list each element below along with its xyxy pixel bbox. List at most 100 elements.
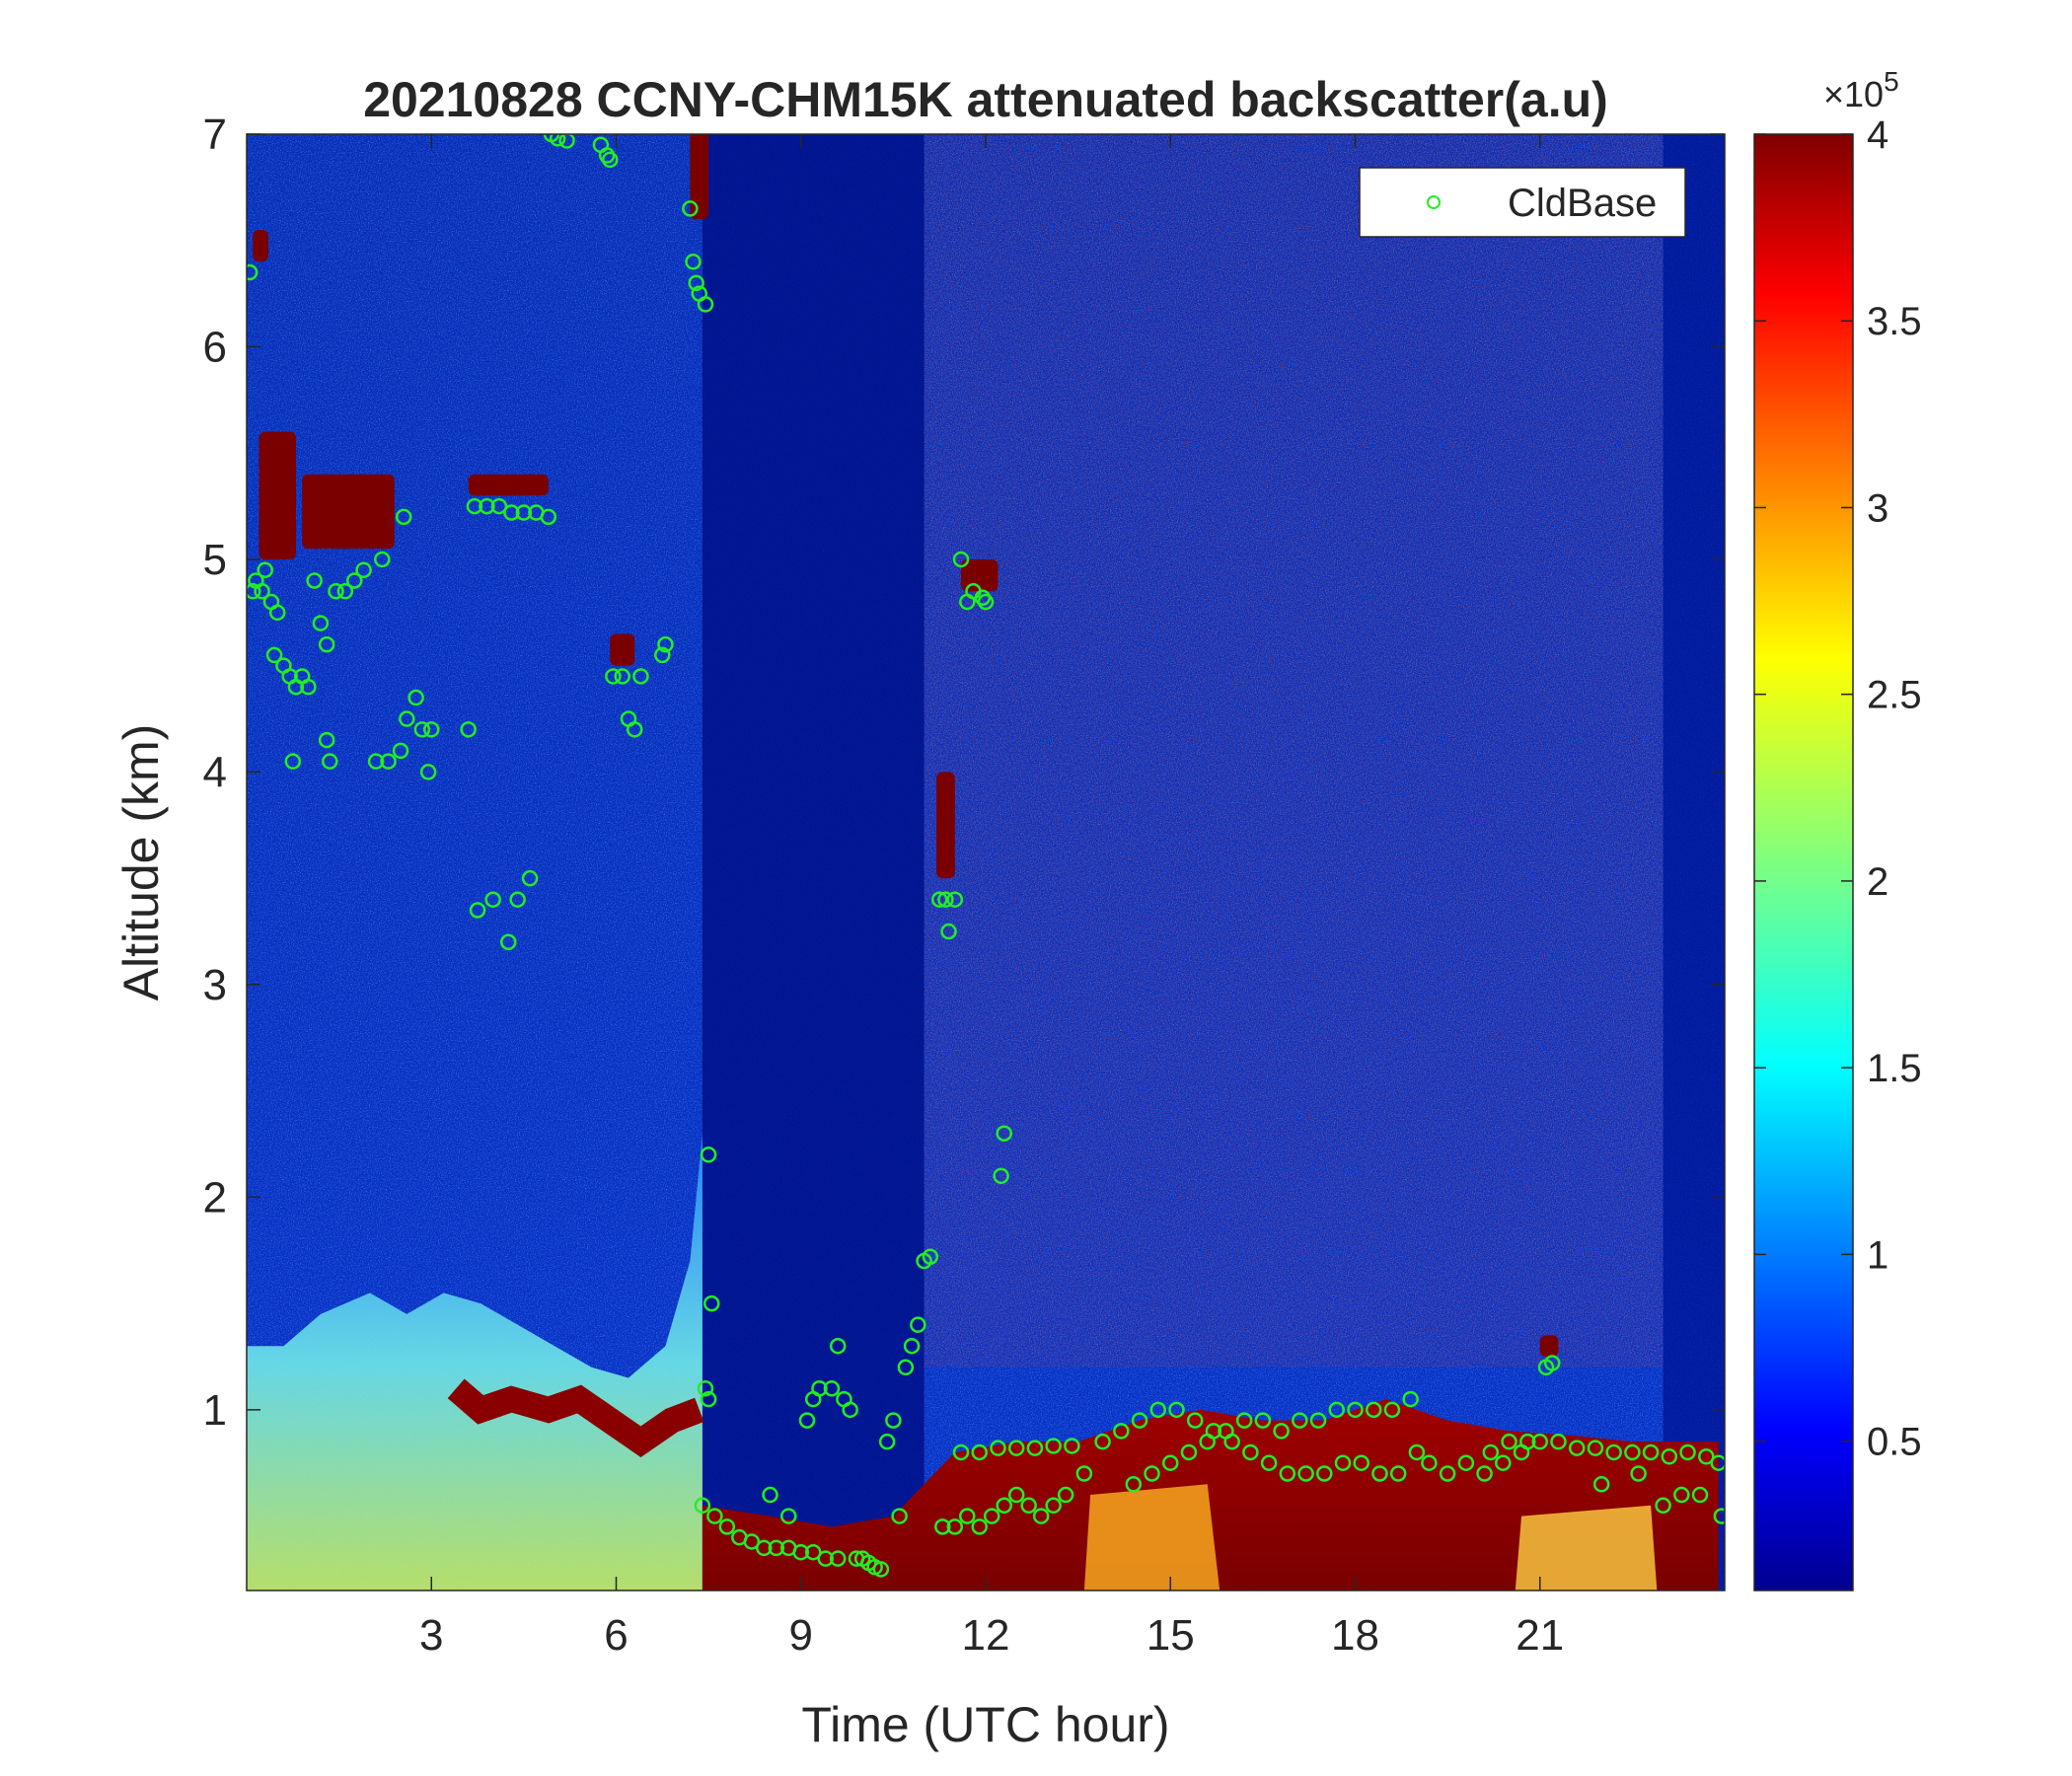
cldbase-point bbox=[798, 1412, 816, 1429]
cldbase-point bbox=[1131, 1412, 1148, 1429]
cldbase-point bbox=[1279, 1465, 1296, 1482]
cldbase-point bbox=[345, 572, 363, 589]
upper-cloud-patches bbox=[253, 134, 1559, 1357]
colorbar-exponent-power: 5 bbox=[1884, 66, 1899, 97]
cldbase-point bbox=[1371, 1465, 1388, 1482]
cldbase-point bbox=[1495, 1454, 1512, 1471]
cldbase-point bbox=[885, 1412, 902, 1429]
cldbase-point bbox=[1057, 1486, 1074, 1504]
cldbase-point bbox=[469, 902, 486, 919]
cldbase-point bbox=[466, 497, 483, 515]
cldbase-point bbox=[700, 1390, 717, 1408]
x-tick-label: 18 bbox=[1331, 1611, 1379, 1660]
cldbase-point bbox=[1691, 1486, 1709, 1504]
cldbase-point bbox=[318, 635, 335, 653]
cloud-patch bbox=[253, 229, 268, 262]
cloud-patch bbox=[961, 558, 999, 592]
colorbar-tick-label: 3.5 bbox=[1867, 300, 1922, 343]
cldbase-point bbox=[336, 583, 354, 600]
cldbase-point bbox=[1316, 1465, 1333, 1482]
colorbar-exponent: ×105 bbox=[1823, 66, 1899, 114]
chart-title: 20210828 CCNY-CHM15K attenuated backscat… bbox=[363, 72, 1608, 127]
cldbase-point bbox=[1007, 1440, 1025, 1456]
cloud-patch bbox=[936, 772, 955, 879]
colorbar-exponent-base: ×10 bbox=[1823, 74, 1884, 114]
cldbase-point bbox=[1218, 1423, 1234, 1440]
cldbase-point bbox=[811, 1380, 828, 1397]
cldbase-point bbox=[1144, 1465, 1160, 1482]
cldbase-point bbox=[1661, 1448, 1678, 1465]
cldbase-point bbox=[768, 1539, 785, 1557]
x-tick-label: 12 bbox=[962, 1611, 1010, 1660]
cldbase-point bbox=[602, 151, 619, 169]
cldbase-point bbox=[1630, 1465, 1647, 1482]
cldbase-point bbox=[460, 721, 477, 738]
y-tick-label: 1 bbox=[203, 1386, 227, 1435]
cldbase-point bbox=[930, 891, 948, 908]
cldbase-point bbox=[823, 1380, 841, 1397]
y-axis: 1 2 3 4 5 6 7 bbox=[203, 111, 1725, 1435]
cldbase-point bbox=[1347, 1401, 1364, 1419]
cldbase-point bbox=[1408, 1443, 1426, 1461]
clear-air-band bbox=[702, 134, 925, 1591]
cldbase-point bbox=[247, 583, 261, 600]
cldbase-point bbox=[1673, 1486, 1690, 1504]
cldbase-point bbox=[891, 1508, 908, 1524]
cldbase-point bbox=[1550, 1433, 1567, 1450]
cldbase-point bbox=[322, 753, 338, 770]
cldbase-point bbox=[1045, 1497, 1062, 1515]
x-tick-label: 21 bbox=[1516, 1611, 1564, 1660]
cloud-patch bbox=[468, 474, 549, 496]
cldbase-point bbox=[605, 668, 622, 685]
cldbase-point bbox=[903, 1337, 921, 1355]
cldbase-point bbox=[977, 593, 995, 611]
cldbase-point bbox=[1045, 1438, 1062, 1454]
cloud-patch bbox=[259, 431, 296, 559]
cldbase-point bbox=[1421, 1454, 1438, 1471]
cldbase-point bbox=[654, 646, 671, 664]
cldbase-point bbox=[1094, 1433, 1111, 1450]
legend-marker-cldbase bbox=[1427, 195, 1441, 209]
cldbase-point bbox=[1383, 1401, 1401, 1419]
low-cloud-core bbox=[1083, 1484, 1221, 1591]
legend-box bbox=[1359, 167, 1686, 238]
cldbase-point bbox=[952, 551, 970, 568]
cldbase-point bbox=[817, 1550, 834, 1567]
y-tick-label: 3 bbox=[203, 961, 227, 1009]
cldbase-point bbox=[490, 497, 508, 515]
cldbase-point bbox=[1242, 1443, 1259, 1461]
cldbase-point bbox=[1149, 1401, 1167, 1419]
cldbase-point bbox=[1168, 1401, 1185, 1419]
cldbase-point bbox=[540, 508, 557, 526]
cloud-patch bbox=[690, 134, 709, 220]
cldbase-point bbox=[762, 1486, 778, 1504]
cldbase-point bbox=[694, 1497, 711, 1515]
y-tick-label: 2 bbox=[203, 1173, 227, 1221]
cldbase-point bbox=[804, 1543, 822, 1561]
right-edge-band bbox=[1663, 134, 1725, 1591]
cldbase-point bbox=[1713, 1508, 1725, 1524]
cldbase-point bbox=[971, 1443, 989, 1461]
cldbase-point bbox=[1328, 1401, 1346, 1419]
cldbase-point bbox=[1273, 1423, 1290, 1440]
cldbase-point bbox=[1457, 1454, 1475, 1471]
x-tick-label: 15 bbox=[1147, 1611, 1195, 1660]
cldbase-point bbox=[1162, 1454, 1179, 1471]
cldbase-point bbox=[1235, 1412, 1253, 1429]
y-tick-label: 6 bbox=[203, 323, 227, 371]
legend-entry-cldbase: CldBase bbox=[1508, 182, 1657, 225]
colorbar-tick-label: 3 bbox=[1867, 486, 1888, 530]
cldbase-point bbox=[1587, 1440, 1604, 1456]
y-tick-label: 4 bbox=[203, 748, 227, 796]
cldbase-series bbox=[247, 134, 1725, 1578]
cldbase-point bbox=[697, 1380, 714, 1397]
cldbase-point bbox=[1624, 1443, 1641, 1461]
cldbase-point bbox=[413, 721, 431, 738]
cldbase-point bbox=[1292, 1412, 1308, 1429]
cldbase-point bbox=[993, 1167, 1009, 1185]
cldbase-point bbox=[1537, 1359, 1555, 1376]
cldbase-point bbox=[685, 254, 702, 270]
cldbase-point bbox=[312, 615, 330, 631]
cldbase-point bbox=[1592, 1476, 1610, 1493]
